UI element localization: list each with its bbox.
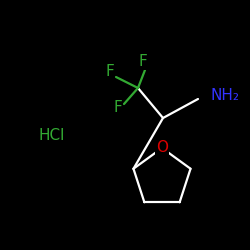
Text: F: F	[114, 100, 122, 116]
Text: HCl: HCl	[39, 128, 65, 142]
Text: F: F	[138, 54, 147, 70]
Text: NH₂: NH₂	[210, 88, 239, 102]
Text: O: O	[156, 140, 168, 156]
Text: F: F	[106, 64, 114, 80]
